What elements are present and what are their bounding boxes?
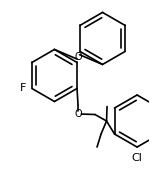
Text: O: O — [75, 52, 82, 62]
Text: F: F — [20, 84, 26, 93]
Text: Cl: Cl — [132, 152, 142, 163]
Text: O: O — [74, 109, 82, 119]
